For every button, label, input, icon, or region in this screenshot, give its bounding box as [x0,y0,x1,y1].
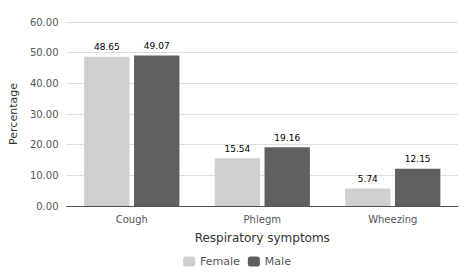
svg-text:10.00: 10.00 [30,170,59,181]
svg-text:20.00: 20.00 [30,139,59,150]
svg-text:Female: Female [200,255,240,268]
svg-text:30.00: 30.00 [30,109,59,120]
svg-text:0.00: 0.00 [36,201,58,212]
svg-text:48.65: 48.65 [94,42,120,52]
svg-text:Phlegm: Phlegm [244,214,281,225]
svg-text:Percentage: Percentage [7,83,20,145]
svg-text:Male: Male [265,255,291,268]
svg-text:40.00: 40.00 [30,78,59,89]
svg-text:60.00: 60.00 [30,17,59,28]
svg-text:49.07: 49.07 [144,41,170,51]
svg-text:50.00: 50.00 [30,47,59,58]
svg-text:12.15: 12.15 [405,154,431,164]
svg-text:5.74: 5.74 [358,174,378,184]
svg-text:19.16: 19.16 [274,133,300,143]
svg-text:15.54: 15.54 [224,144,250,154]
svg-text:Wheezing: Wheezing [368,214,417,225]
svg-text:Cough: Cough [116,214,148,225]
svg-text:Respiratory symptoms: Respiratory symptoms [195,231,330,245]
